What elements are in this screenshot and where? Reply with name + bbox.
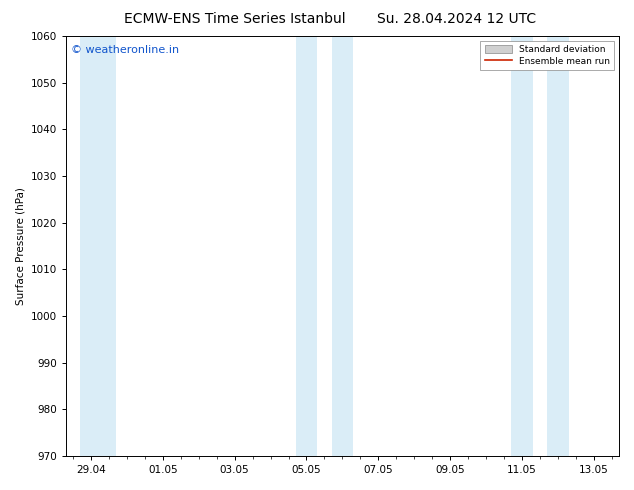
Bar	[295, 36, 317, 456]
Legend: Standard deviation, Ensemble mean run: Standard deviation, Ensemble mean run	[480, 41, 614, 71]
Text: Su. 28.04.2024 12 UTC: Su. 28.04.2024 12 UTC	[377, 12, 536, 26]
Y-axis label: Surface Pressure (hPa): Surface Pressure (hPa)	[15, 187, 25, 305]
Bar	[547, 36, 569, 456]
Text: ECMW-ENS Time Series Istanbul: ECMW-ENS Time Series Istanbul	[124, 12, 346, 26]
Text: © weatheronline.in: © weatheronline.in	[72, 45, 179, 54]
Bar	[511, 36, 533, 456]
Bar	[81, 36, 116, 456]
Bar	[332, 36, 353, 456]
